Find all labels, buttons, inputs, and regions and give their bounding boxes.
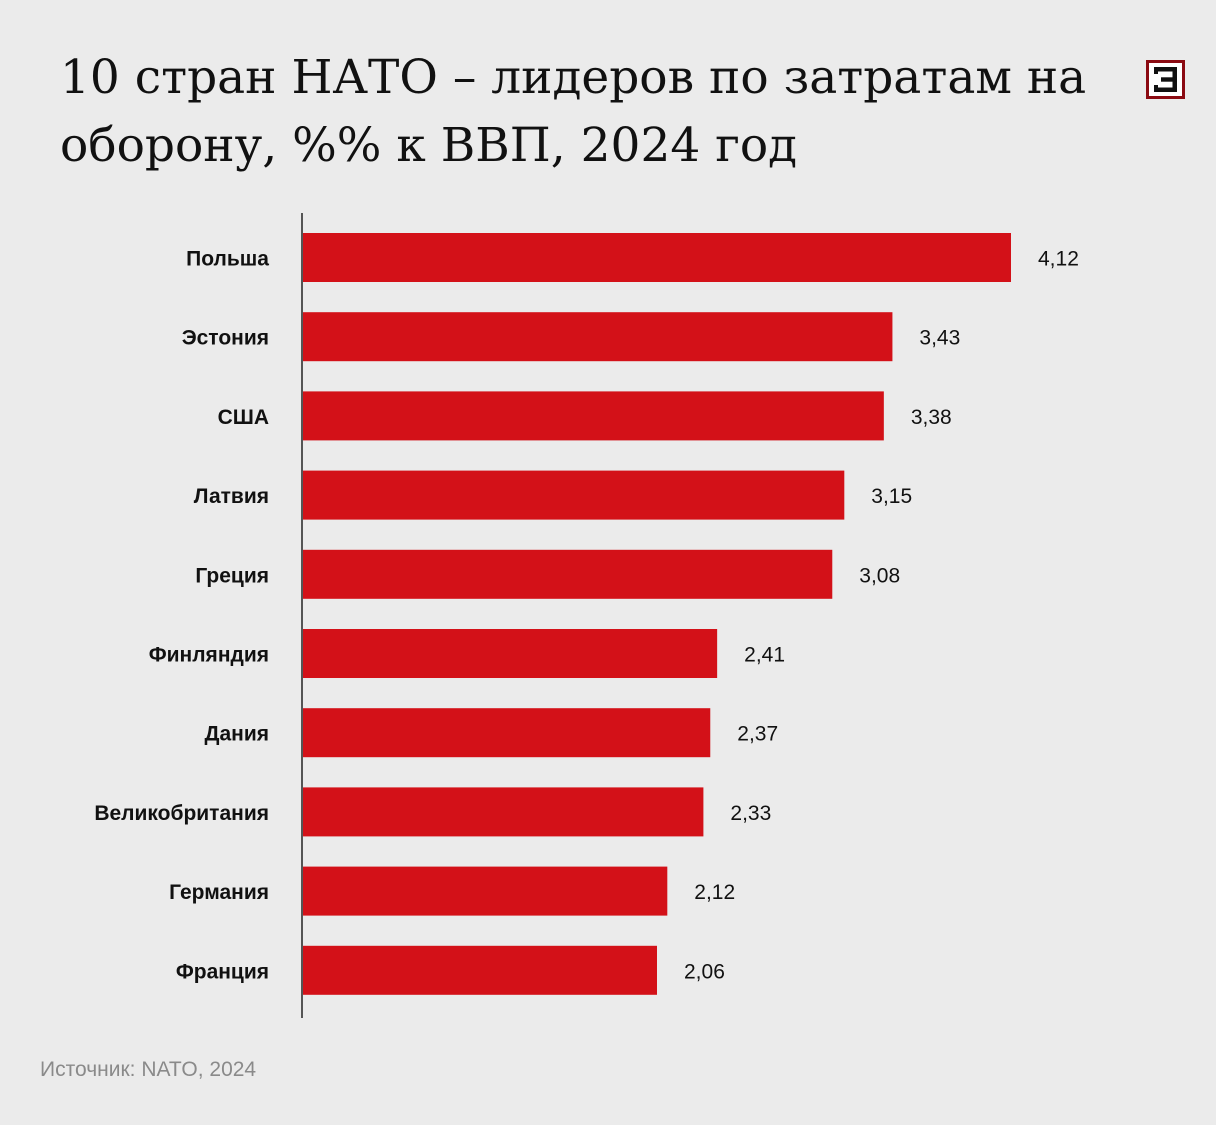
chart-title: 10 стран НАТО – лидеров по затратам на о… — [60, 50, 1087, 173]
value-label: 2,06 — [684, 960, 725, 983]
bar — [303, 787, 704, 837]
category-label: Франция — [176, 960, 269, 983]
value-label: 3,15 — [871, 485, 912, 508]
category-label: Германия — [169, 881, 269, 904]
value-label: 2,41 — [744, 644, 785, 667]
value-label: 3,43 — [919, 327, 960, 350]
category-label: Финляндия — [149, 644, 269, 667]
bar — [303, 945, 657, 995]
category-label: Греция — [195, 564, 269, 587]
bar — [303, 312, 893, 362]
value-label: 4,12 — [1038, 248, 1079, 271]
bar — [303, 391, 884, 441]
publisher-logo-icon — [1146, 60, 1185, 99]
category-label: Латвия — [194, 485, 269, 508]
category-label: Эстония — [182, 327, 269, 350]
bar — [303, 866, 668, 916]
source-note: Источник: NATO, 2024 — [40, 1058, 257, 1081]
value-label: 2,37 — [737, 723, 778, 746]
value-label: 3,38 — [911, 406, 952, 429]
bar — [303, 233, 1011, 282]
value-label: 2,33 — [730, 802, 771, 825]
bar — [303, 549, 833, 599]
category-label: Польша — [186, 248, 269, 271]
bar-chart: Польша 4,12 Эстония 3,43 США 3,38 Латвия 3,15 Гр… — [94, 213, 1079, 1018]
value-label: 2,12 — [694, 881, 735, 904]
category-label: США — [218, 406, 269, 429]
bar — [303, 629, 718, 678]
category-label: Дания — [205, 723, 270, 746]
category-label: Великобритания — [94, 802, 269, 825]
value-label: 3,08 — [859, 564, 900, 587]
bar — [303, 708, 711, 758]
bar — [303, 470, 845, 520]
